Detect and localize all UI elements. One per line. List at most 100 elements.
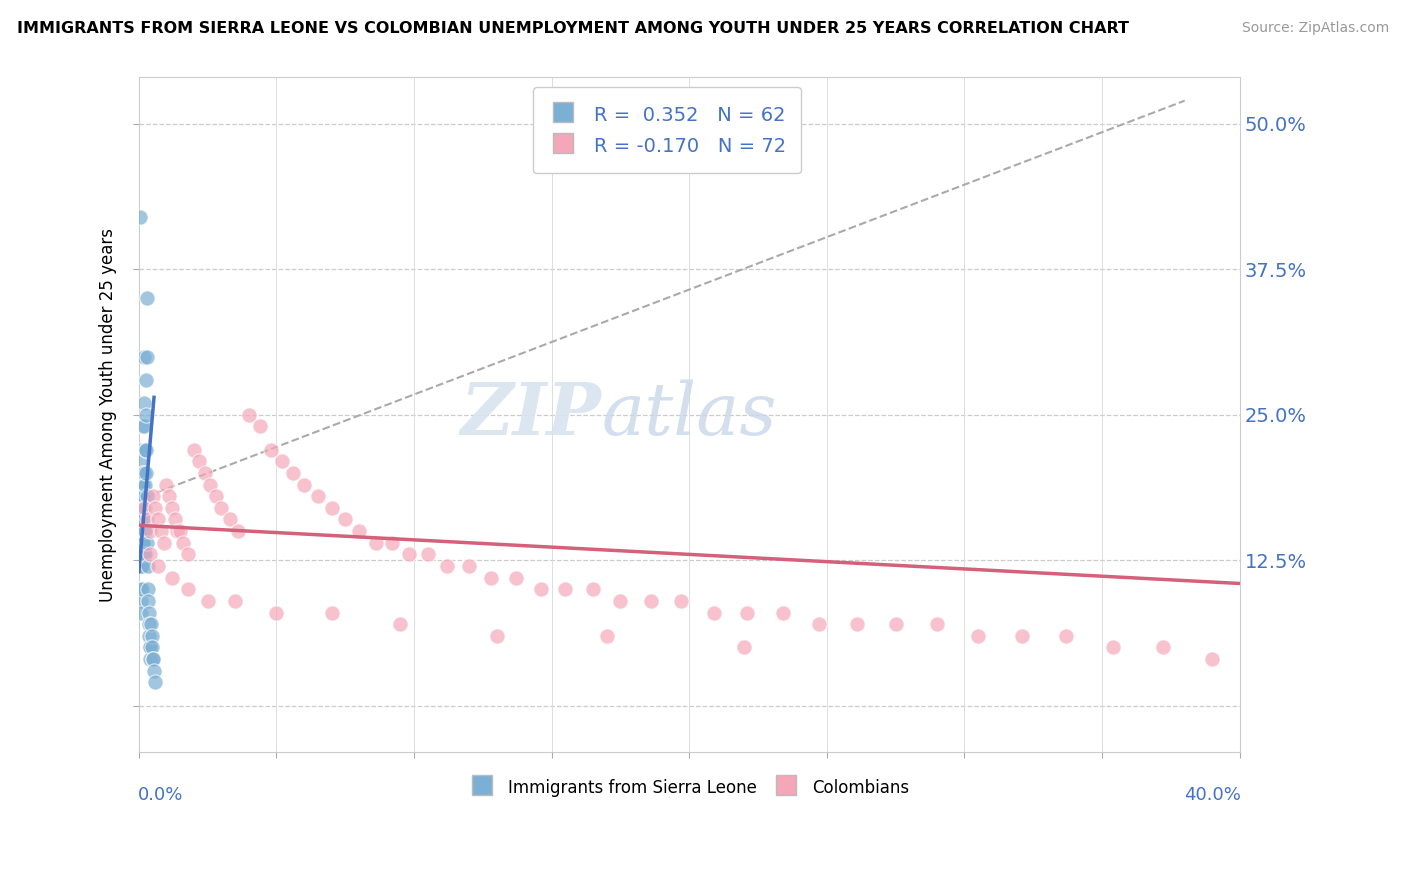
Point xyxy=(134,442,156,457)
Point xyxy=(141,629,163,643)
Point xyxy=(530,582,553,597)
Point xyxy=(211,500,233,515)
Point xyxy=(177,548,200,562)
Point xyxy=(134,548,156,562)
Point xyxy=(172,535,194,549)
Text: atlas: atlas xyxy=(602,379,776,450)
Point xyxy=(640,594,662,608)
Point xyxy=(129,442,152,457)
Point xyxy=(188,454,211,468)
Text: Source: ZipAtlas.com: Source: ZipAtlas.com xyxy=(1241,21,1389,35)
Point xyxy=(735,606,758,620)
Point xyxy=(134,500,156,515)
Point xyxy=(131,489,153,503)
Point xyxy=(136,512,159,526)
Point xyxy=(131,419,153,434)
Point xyxy=(138,606,160,620)
Point xyxy=(145,500,167,515)
Point xyxy=(416,548,439,562)
Point xyxy=(381,535,404,549)
Point xyxy=(139,640,162,655)
Point xyxy=(136,559,159,574)
Point xyxy=(884,617,907,632)
Point xyxy=(183,442,205,457)
Point xyxy=(132,419,155,434)
Point xyxy=(131,454,153,468)
Point xyxy=(596,629,619,643)
Point xyxy=(139,617,162,632)
Point xyxy=(347,524,370,538)
Point xyxy=(1011,629,1033,643)
Point xyxy=(135,408,157,422)
Point xyxy=(131,559,153,574)
Point xyxy=(205,489,228,503)
Point xyxy=(149,524,172,538)
Point xyxy=(132,535,155,549)
Point xyxy=(200,477,222,491)
Point xyxy=(1201,652,1223,666)
Point xyxy=(131,512,153,526)
Point xyxy=(554,582,576,597)
Point xyxy=(160,571,183,585)
Point xyxy=(129,594,152,608)
Point xyxy=(135,373,157,387)
Point xyxy=(134,524,156,538)
Point xyxy=(134,396,156,410)
Point xyxy=(669,594,692,608)
Text: IMMIGRANTS FROM SIERRA LEONE VS COLOMBIAN UNEMPLOYMENT AMONG YOUTH UNDER 25 YEAR: IMMIGRANTS FROM SIERRA LEONE VS COLOMBIA… xyxy=(17,21,1129,36)
Point xyxy=(134,524,156,538)
Point xyxy=(145,675,167,690)
Point xyxy=(458,559,481,574)
Point xyxy=(197,594,219,608)
Point xyxy=(485,629,508,643)
Point xyxy=(146,559,169,574)
Point xyxy=(135,489,157,503)
Point xyxy=(129,535,152,549)
Point xyxy=(143,664,166,678)
Point xyxy=(733,640,755,655)
Point xyxy=(321,500,343,515)
Point xyxy=(134,477,156,491)
Point xyxy=(142,652,165,666)
Point xyxy=(292,477,315,491)
Point xyxy=(224,594,246,608)
Point xyxy=(138,629,160,643)
Point xyxy=(321,606,343,620)
Point xyxy=(131,489,153,503)
Point xyxy=(136,582,159,597)
Point xyxy=(152,535,174,549)
Point xyxy=(131,524,153,538)
Point xyxy=(131,466,153,480)
Point xyxy=(967,629,990,643)
Point xyxy=(307,489,329,503)
Point xyxy=(271,454,294,468)
Point xyxy=(132,500,155,515)
Point xyxy=(238,408,260,422)
Point xyxy=(177,582,200,597)
Legend: Immigrants from Sierra Leone, Colombians: Immigrants from Sierra Leone, Colombians xyxy=(463,771,915,805)
Point xyxy=(131,512,153,526)
Point xyxy=(925,617,948,632)
Point xyxy=(131,535,153,549)
Point xyxy=(1152,640,1174,655)
Point xyxy=(335,512,357,526)
Point xyxy=(479,571,502,585)
Point xyxy=(389,617,412,632)
Point xyxy=(266,606,288,620)
Point xyxy=(129,606,152,620)
Point xyxy=(136,350,159,364)
Point xyxy=(1102,640,1125,655)
Point xyxy=(135,466,157,480)
Point xyxy=(129,210,152,224)
Point xyxy=(807,617,830,632)
Point xyxy=(136,535,159,549)
Point xyxy=(129,500,152,515)
Point xyxy=(582,582,605,597)
Point xyxy=(132,466,155,480)
Point xyxy=(772,606,794,620)
Point xyxy=(131,582,153,597)
Point xyxy=(260,442,283,457)
Point xyxy=(132,477,155,491)
Point xyxy=(128,582,150,597)
Point xyxy=(129,477,152,491)
